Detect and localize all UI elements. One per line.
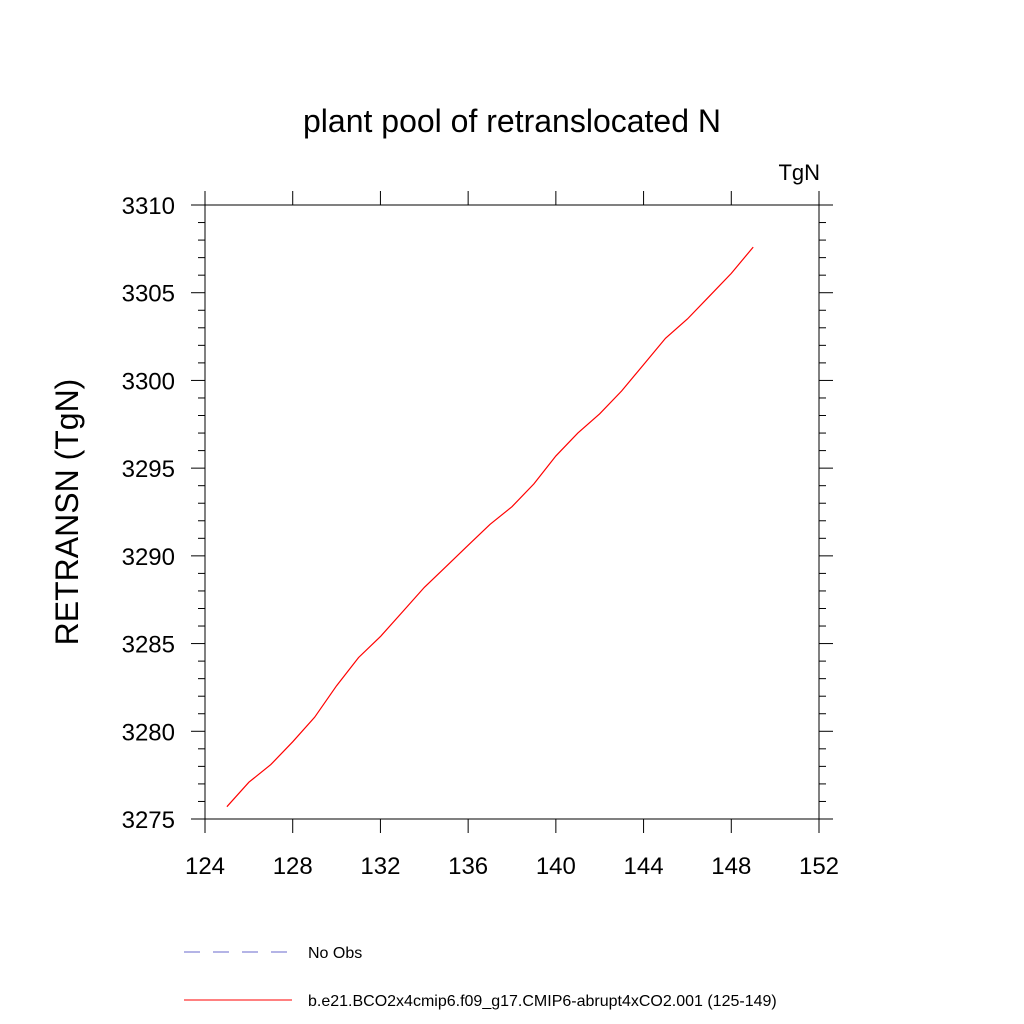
y-tick-label: 3285 — [122, 632, 175, 659]
y-tick-label: 3275 — [122, 807, 175, 834]
y-axis-label: RETRANSN (TgN) — [49, 379, 85, 646]
x-tick-label: 136 — [448, 853, 488, 880]
chart-title: plant pool of retranslocated N — [303, 103, 721, 139]
legend-label: b.e21.BCO2x4cmip6.f09_g17.CMIP6-abrupt4x… — [308, 993, 777, 1010]
y-tick-label: 3295 — [122, 456, 175, 483]
x-tick-label: 152 — [799, 853, 839, 880]
x-tick-label: 148 — [711, 853, 751, 880]
units-label: TgN — [778, 160, 820, 185]
axis-ticks: 124 128 132 136 140 144 148 152 3275 3280 3285 3290… — [122, 191, 839, 880]
x-tick-label: 132 — [360, 853, 400, 880]
plot-frame — [204, 204, 820, 820]
x-tick-label: 140 — [536, 853, 576, 880]
x-tick-label: 124 — [185, 853, 225, 880]
y-tick-label: 3280 — [122, 719, 175, 746]
legend-label: No Obs — [308, 945, 362, 962]
y-tick-label: 3290 — [122, 544, 175, 571]
y-tick-label: 3305 — [122, 281, 175, 308]
x-tick-label: 144 — [624, 853, 664, 880]
legend: No Obs b.e21.BCO2x4cmip6.f09_g17.CMIP6-ab… — [184, 945, 777, 1010]
series-line — [226, 246, 754, 808]
series-layer — [226, 246, 754, 808]
y-tick-label: 3310 — [122, 193, 175, 220]
y-tick-label: 3300 — [122, 368, 175, 395]
x-tick-label: 128 — [273, 853, 313, 880]
